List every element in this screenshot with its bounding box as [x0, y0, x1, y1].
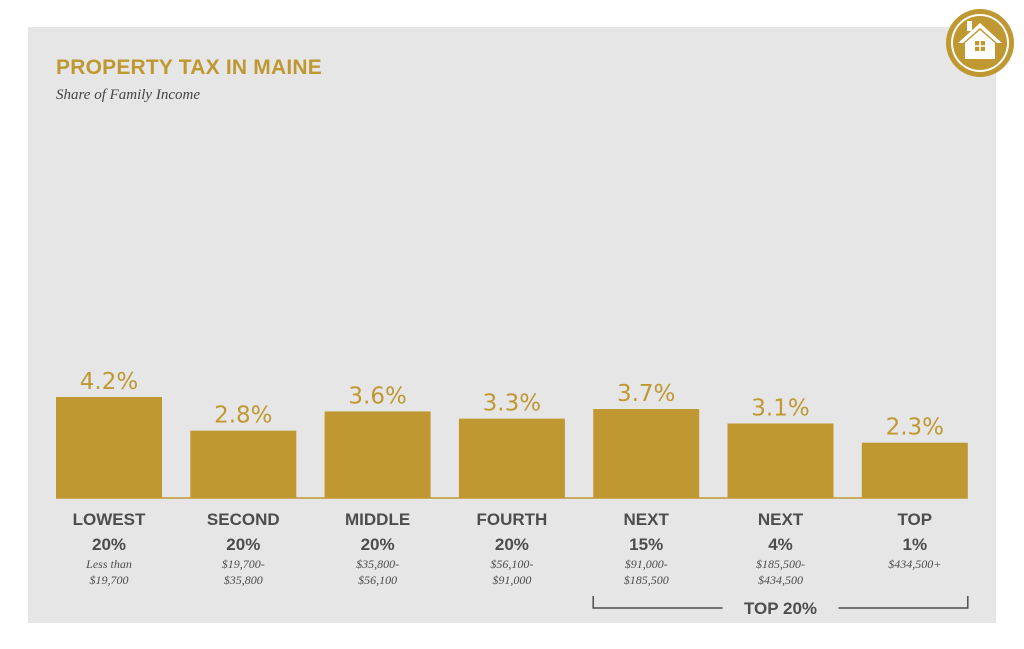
range-label: $19,700 — [90, 573, 129, 587]
bar — [593, 409, 700, 498]
bar — [56, 397, 162, 498]
house-icon — [946, 9, 1014, 77]
category-label: 20% — [226, 535, 260, 554]
category-label: 20% — [92, 535, 126, 554]
bar — [324, 411, 431, 498]
range-label: $185,500- — [756, 557, 805, 571]
value-label: 3.7% — [617, 381, 675, 407]
category-label: 20% — [361, 535, 395, 554]
category-label: MIDDLE — [345, 510, 410, 529]
range-label: $56,100 — [358, 573, 397, 587]
category-label: FOURTH — [476, 510, 547, 529]
range-label: $56,100- — [490, 557, 533, 571]
category-label: 1% — [903, 535, 928, 554]
chart-panel — [28, 27, 996, 623]
range-label: $434,500+ — [888, 557, 941, 571]
range-label: $91,000 — [492, 573, 531, 587]
value-label: 2.3% — [886, 415, 944, 441]
range-label: $19,700- — [222, 557, 265, 571]
category-label: LOWEST — [73, 510, 146, 529]
range-label: Less than — [85, 557, 132, 571]
bar — [727, 423, 834, 498]
annotation-bracket — [592, 596, 969, 609]
chart-title: PROPERTY TAX IN MAINE — [56, 56, 322, 79]
bar — [861, 442, 968, 498]
range-label: $35,800- — [356, 557, 399, 571]
bar — [190, 430, 297, 498]
range-label: $35,800 — [224, 573, 263, 587]
annotation-label: TOP 20% — [744, 599, 817, 618]
category-label: 15% — [629, 535, 663, 554]
value-label: 2.8% — [214, 403, 272, 429]
range-label: $185,500 — [624, 573, 669, 587]
range-label: $91,000- — [625, 557, 668, 571]
bar — [458, 418, 565, 498]
chart-subtitle: Share of Family Income — [56, 87, 200, 103]
category-label: TOP — [897, 510, 932, 529]
value-label: 4.2% — [80, 369, 138, 395]
category-label: SECOND — [207, 510, 280, 529]
value-label: 3.1% — [751, 395, 809, 421]
range-label: $434,500 — [758, 573, 803, 587]
category-label: 4% — [768, 535, 793, 554]
value-label: 3.3% — [483, 391, 541, 417]
category-label: NEXT — [758, 510, 804, 529]
category-label: NEXT — [624, 510, 670, 529]
value-label: 3.6% — [348, 383, 406, 409]
category-label: 20% — [495, 535, 529, 554]
